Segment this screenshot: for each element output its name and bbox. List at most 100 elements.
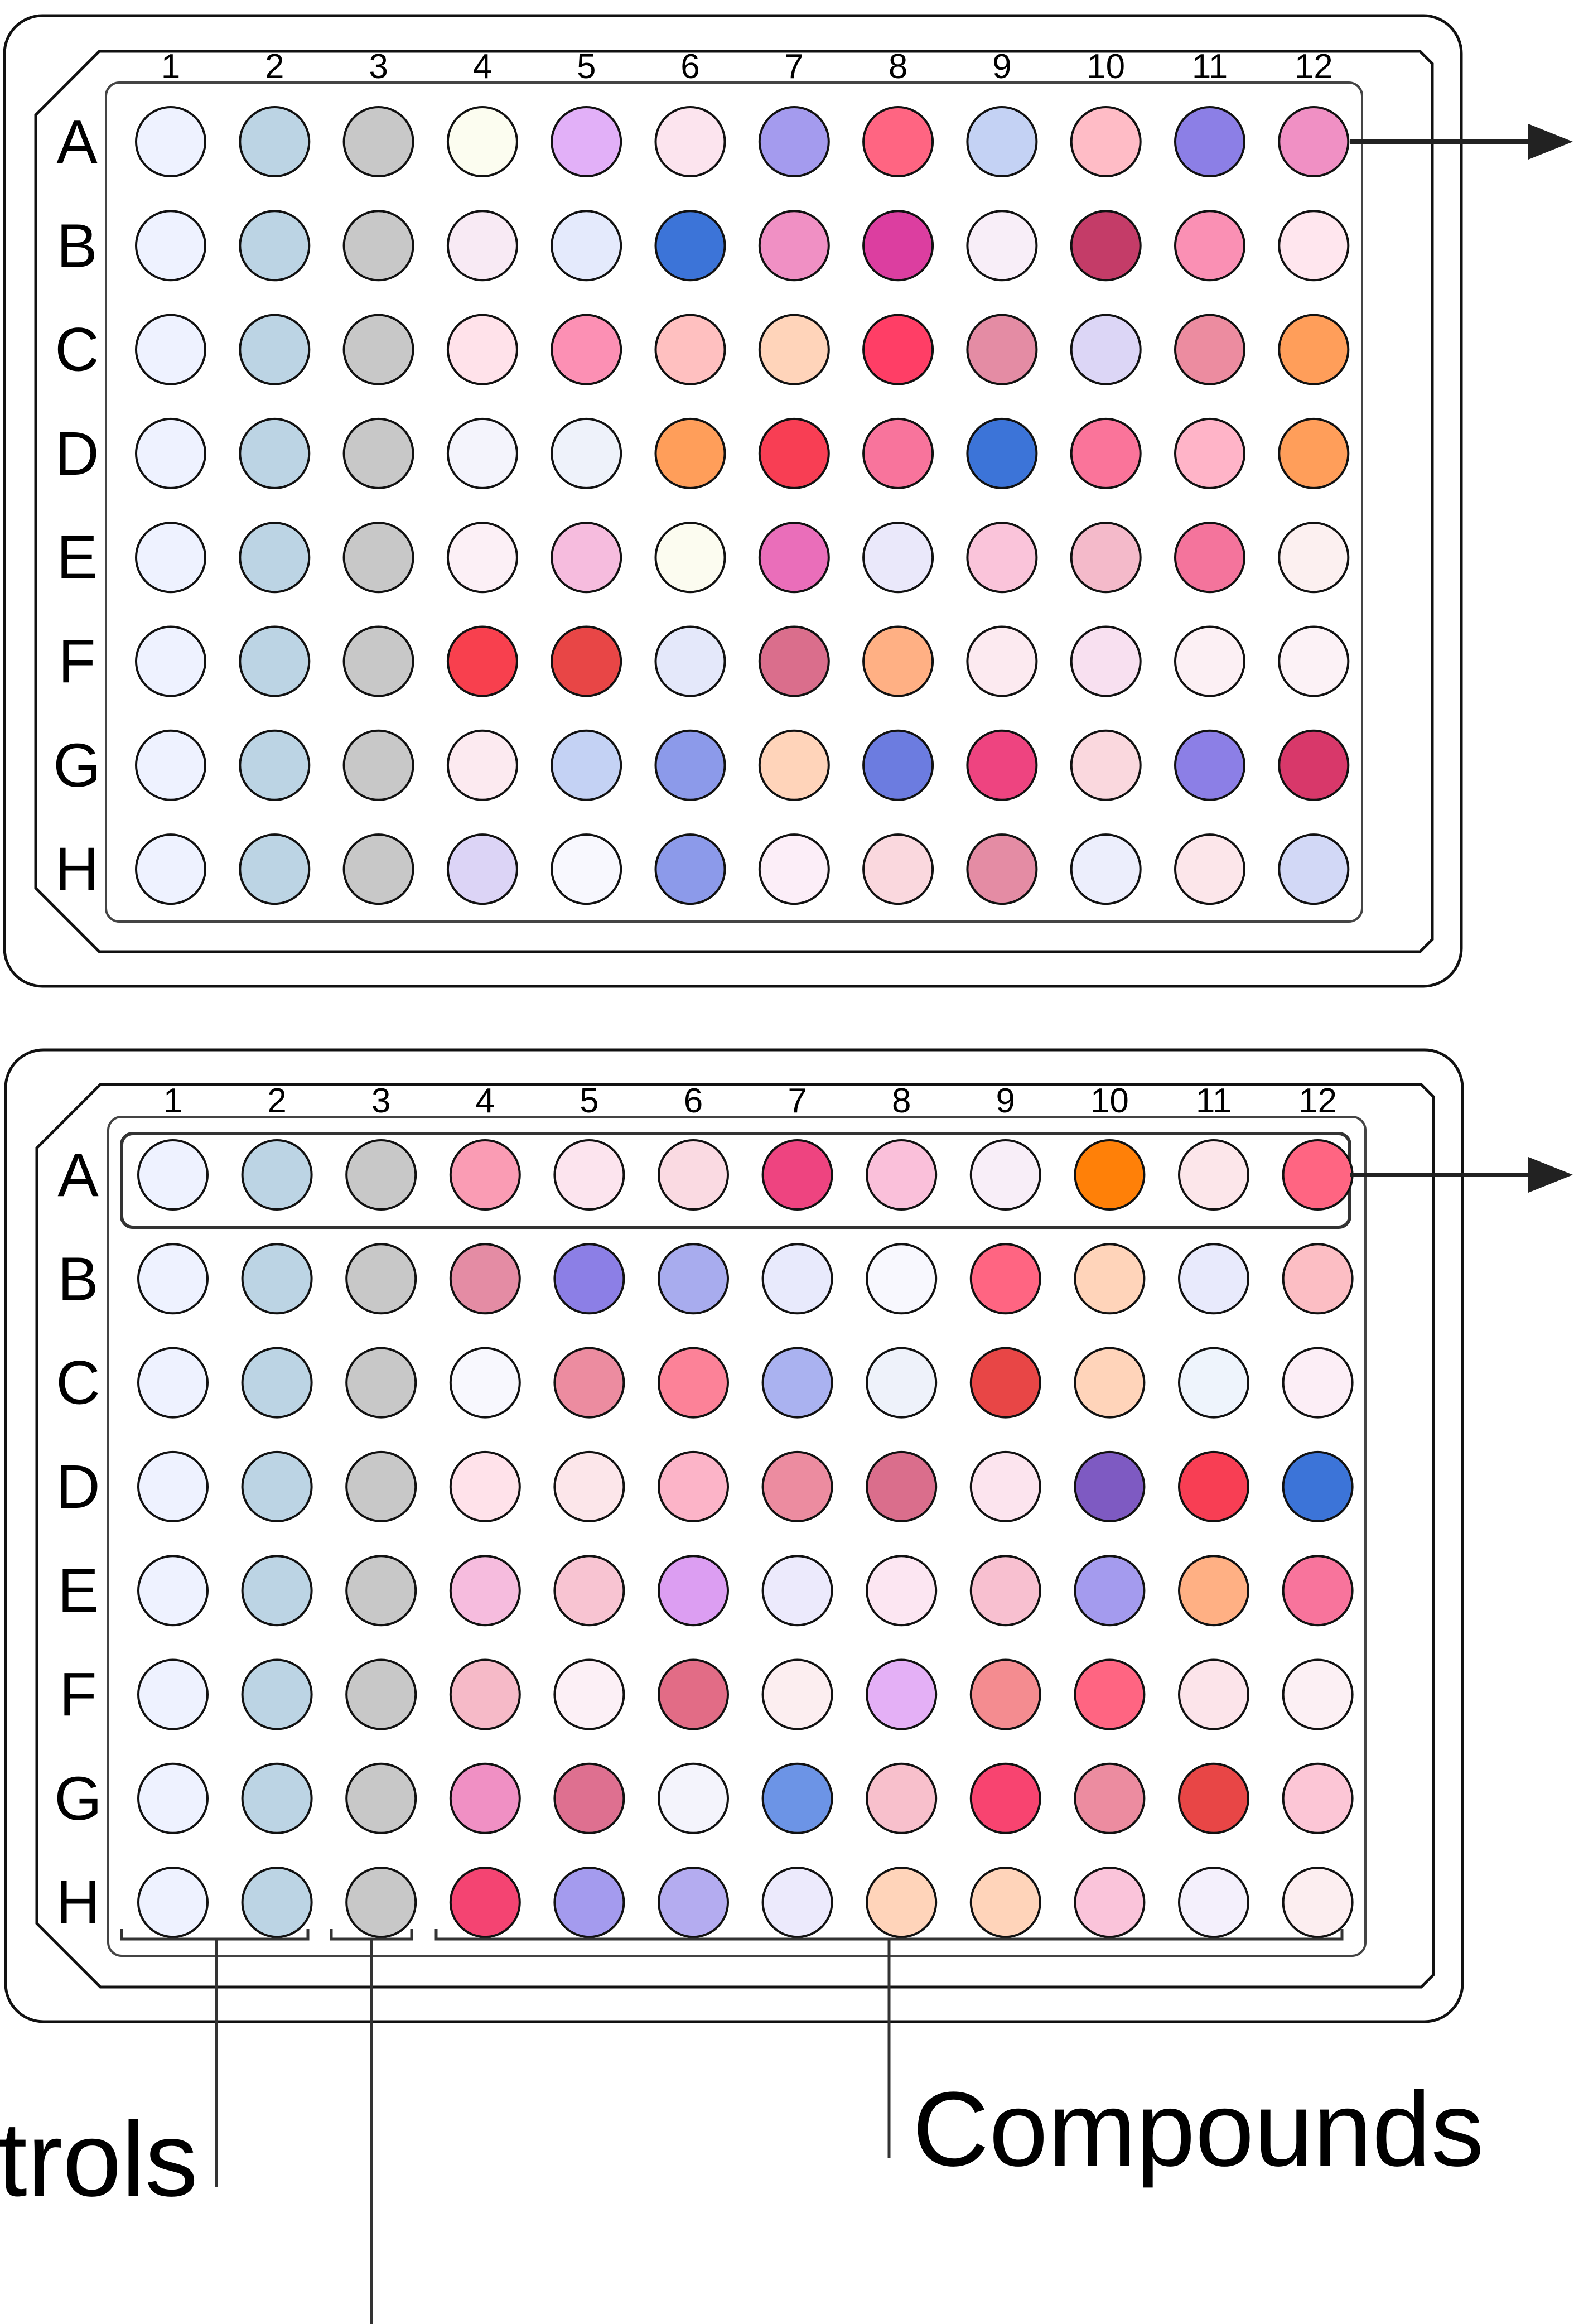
well-B1	[137, 1243, 209, 1315]
well-A7	[761, 1139, 833, 1211]
well-D12	[1278, 417, 1350, 489]
well-D6	[654, 417, 726, 489]
well-F3	[345, 1658, 417, 1730]
well-D1	[137, 1450, 209, 1522]
well-A11	[1178, 1139, 1249, 1211]
wells	[135, 106, 1350, 905]
well-B7	[761, 1243, 833, 1315]
well-G6	[654, 729, 726, 801]
well-G5	[553, 1762, 625, 1834]
well-C7	[761, 1347, 833, 1419]
well-E5	[553, 1555, 625, 1627]
column-label-4: 4	[476, 1082, 495, 1120]
well-H10	[1074, 1867, 1146, 1939]
well-F8	[866, 1658, 938, 1730]
row-label-B: B	[56, 211, 97, 280]
well-F6	[654, 625, 726, 697]
well-H7	[761, 1867, 833, 1939]
column-label-4: 4	[473, 47, 492, 86]
column-label-10: 10	[1087, 47, 1125, 86]
well-C10	[1070, 314, 1142, 385]
column-label-1: 1	[163, 1082, 182, 1120]
well-G9	[969, 1762, 1041, 1834]
column-label-5: 5	[580, 1082, 598, 1120]
well-C9	[969, 1347, 1041, 1419]
column-label-9: 9	[996, 1082, 1015, 1120]
well-A2	[241, 1139, 313, 1211]
plate-outer-frame	[4, 1048, 1464, 2023]
well-H8	[862, 833, 934, 905]
well-C5	[553, 1347, 625, 1419]
well-B6	[658, 1243, 729, 1315]
well-G9	[966, 729, 1038, 801]
well-G8	[866, 1762, 938, 1834]
well-G12	[1282, 1762, 1354, 1834]
column-label-6: 6	[680, 47, 699, 86]
well-C5	[551, 314, 622, 385]
row-label-A: A	[56, 108, 98, 176]
well-F1	[135, 625, 206, 697]
well-area-border	[107, 1116, 1367, 1957]
well-G2	[241, 1762, 313, 1834]
well-C11	[1174, 314, 1245, 385]
row-label-F: F	[58, 628, 95, 696]
well-A10	[1070, 106, 1142, 177]
column-labels: 1 2 3 4 5 6 7 8 9 10 11 12	[163, 1082, 1337, 1120]
well-A1	[137, 1139, 209, 1211]
well-A11	[1174, 106, 1245, 177]
column-label-8: 8	[892, 1082, 911, 1120]
row-label-C: C	[55, 316, 99, 384]
well-F4	[446, 625, 518, 697]
well-E4	[446, 522, 518, 594]
well-C2	[239, 314, 311, 385]
column-label-3: 3	[369, 47, 388, 86]
well-B4	[446, 210, 518, 282]
well-H8	[866, 1867, 938, 1939]
well-F11	[1174, 625, 1245, 697]
well-E2	[241, 1555, 313, 1627]
well-B5	[553, 1243, 625, 1315]
well-G4	[446, 729, 518, 801]
well-D1	[135, 417, 206, 489]
well-H11	[1174, 833, 1245, 905]
well-D10	[1074, 1450, 1146, 1522]
well-G8	[862, 729, 934, 801]
well-C3	[342, 314, 414, 385]
well-H3	[345, 1867, 417, 1939]
column-label-5: 5	[577, 47, 596, 86]
column-label-10: 10	[1090, 1082, 1129, 1120]
well-E9	[966, 522, 1038, 594]
well-G1	[135, 729, 206, 801]
column-label-11: 11	[1192, 47, 1228, 86]
well-B9	[969, 1243, 1041, 1315]
row-label-H: H	[55, 835, 99, 904]
well-F9	[969, 1658, 1041, 1730]
column-label-8: 8	[889, 47, 907, 86]
well-C12	[1282, 1347, 1354, 1419]
well-H10	[1070, 833, 1142, 905]
well-D5	[553, 1450, 625, 1522]
well-E11	[1178, 1555, 1249, 1627]
well-B11	[1178, 1243, 1249, 1315]
row-label-A: A	[57, 1141, 99, 1209]
well-G2	[239, 729, 311, 801]
well-D11	[1174, 417, 1245, 489]
well-C12	[1278, 314, 1350, 385]
well-F7	[758, 625, 830, 697]
well-E8	[866, 1555, 938, 1627]
well-H1	[137, 1867, 209, 1939]
well-D3	[345, 1450, 417, 1522]
well-G10	[1070, 729, 1142, 801]
well-E11	[1174, 522, 1245, 594]
well-H7	[758, 833, 830, 905]
well-F5	[553, 1658, 625, 1730]
well-B12	[1278, 210, 1350, 282]
well-G11	[1178, 1762, 1249, 1834]
well-E10	[1070, 522, 1142, 594]
well-B7	[758, 210, 830, 282]
well-A5	[551, 106, 622, 177]
well-A5	[553, 1139, 625, 1211]
well-F11	[1178, 1658, 1249, 1730]
column-label-11: 11	[1196, 1082, 1232, 1120]
